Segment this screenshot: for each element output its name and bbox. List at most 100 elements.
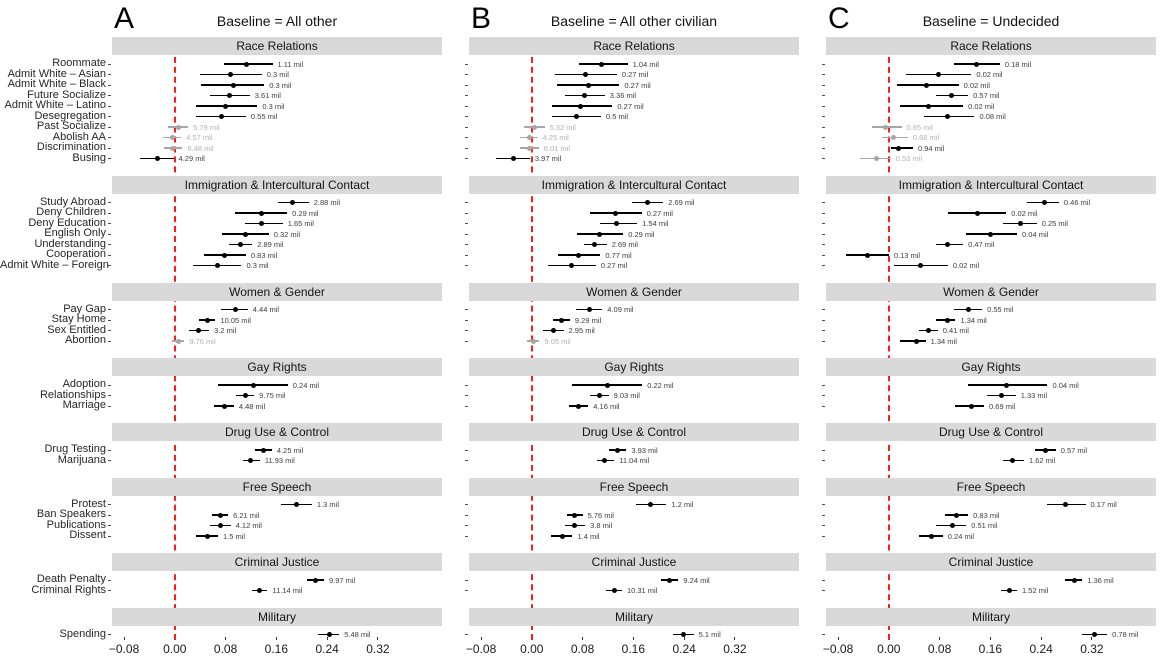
point-estimate: [526, 145, 532, 151]
value-label: 0.27 mil: [621, 70, 649, 79]
row-label: Ban Speakers: [36, 508, 106, 520]
row-label: Admit White – Asian: [7, 67, 106, 80]
row-tick: [822, 137, 825, 138]
row-label: Sex Entitled: [47, 323, 106, 336]
point-estimate: [928, 533, 934, 539]
section-header: Gay Rights: [469, 358, 799, 376]
value-label: 0.3 mil: [246, 261, 269, 270]
point-estimate: [891, 135, 897, 140]
row-tick: [465, 233, 468, 235]
value-label: 4.12 mil: [235, 521, 262, 530]
value-label: 0.55 mil: [250, 112, 278, 121]
section-header: Women & Gender: [112, 282, 442, 301]
value-label: 1.52 mil: [1022, 586, 1049, 595]
row-label: Protest: [71, 497, 106, 510]
value-label: 1.3 mil: [316, 500, 339, 509]
panel-letter: A: [114, 2, 135, 35]
panel-title: Baseline = Undecided: [922, 13, 1060, 29]
section-header: Drug Use & Control: [469, 423, 799, 441]
x-axis-tick-label: 0.24: [1029, 642, 1053, 656]
value-label: 0.17 mil: [1090, 500, 1117, 509]
row-label: Understanding: [34, 237, 106, 250]
row-tick: [465, 590, 468, 591]
value-label: 11.93 mil: [264, 456, 295, 465]
row-label: Marijuana: [57, 453, 106, 466]
value-label: 0.83 mil: [973, 510, 1000, 520]
row-tick: [465, 212, 468, 214]
point-estimate: [572, 512, 578, 518]
point-estimate: [572, 523, 578, 528]
row-tick: [465, 449, 468, 451]
value-label: 1.04 mil: [632, 59, 659, 69]
row-label: Death Penalty: [36, 573, 106, 585]
value-label: 3.2 mil: [214, 326, 237, 335]
value-label: 3.97 mil: [534, 154, 562, 163]
panel-B: B Baseline = All other civilian Race Relat…: [465, 0, 799, 665]
row-tick: [822, 405, 825, 407]
row-tick: [108, 330, 111, 331]
point-estimate: [230, 82, 236, 88]
row-label: Publications: [46, 518, 106, 531]
row-tick: [822, 223, 825, 224]
point-estimate: [312, 577, 318, 583]
row-tick: [822, 579, 825, 581]
x-axis-tick-label: 0.24: [315, 642, 339, 656]
value-label: 5.48 mil: [344, 630, 371, 639]
row-tick: [822, 202, 825, 203]
row-tick: [108, 233, 111, 235]
row-tick: [822, 449, 825, 451]
section-header: Criminal Justice: [826, 553, 1156, 571]
row-tick: [822, 116, 825, 117]
value-label: 0.27 mil: [617, 101, 644, 111]
value-label: 3.61 mil: [254, 91, 281, 100]
panel-C: C Baseline = Undecided Race Relations 0.18 …: [822, 0, 1156, 665]
value-label: 0.27 mil: [646, 208, 673, 218]
row-label: Dissent: [69, 529, 106, 541]
x-axis-tick-label: 0.00: [163, 642, 187, 656]
x-axis-tick-label: 0.32: [366, 642, 390, 656]
row-tick: [108, 202, 111, 203]
row-tick: [108, 254, 111, 256]
value-label: 0.77 mil: [605, 250, 632, 260]
row-label: Discrimination: [36, 141, 106, 153]
value-label: 4.16 mil: [593, 401, 620, 411]
value-label: 0.3 mil: [266, 70, 289, 79]
row-tick: [465, 63, 468, 65]
row-tick: [822, 265, 825, 266]
value-label: 11.04 mil: [619, 456, 650, 465]
row-tick: [465, 309, 468, 310]
x-axis-tick-label: −0.08: [822, 642, 854, 656]
value-label: 0.18 mil: [1004, 59, 1032, 69]
row-tick: [465, 202, 468, 203]
point-estimate: [214, 263, 220, 268]
value-label: 9.76 mil: [189, 336, 216, 346]
row-tick: [822, 147, 825, 149]
row-tick: [822, 63, 825, 65]
point-estimate: [949, 523, 955, 528]
row-tick: [822, 384, 825, 386]
value-label: 2.89 mil: [257, 240, 284, 249]
row-tick: [108, 309, 111, 310]
row-label: Admit White – Black: [7, 78, 106, 90]
point-estimate: [218, 523, 224, 528]
row-tick: [465, 147, 468, 149]
reference-line: [887, 37, 890, 640]
value-label: 0.27 mil: [624, 80, 651, 90]
value-label: 0.02 mil: [976, 70, 1003, 79]
section-header: Military: [826, 607, 1156, 626]
point-estimate: [526, 135, 532, 140]
x-axis-tick-label: 0.08: [213, 642, 238, 656]
row-tick: [108, 634, 111, 635]
value-label: 0.55 mil: [987, 305, 1014, 314]
row-tick: [465, 340, 468, 342]
row-label: Future Socialize: [27, 88, 106, 101]
value-label: 6.48 mil: [187, 143, 214, 153]
point-estimate: [1003, 382, 1009, 388]
row-tick: [822, 340, 825, 342]
section-header: Drug Use & Control: [826, 423, 1156, 441]
x-axis-tick-label: −0.08: [465, 642, 497, 656]
row-label: Past Socialize: [36, 120, 106, 132]
value-label: 0.29 mil: [292, 208, 319, 218]
point-estimate: [599, 61, 605, 67]
row-tick: [465, 244, 468, 245]
